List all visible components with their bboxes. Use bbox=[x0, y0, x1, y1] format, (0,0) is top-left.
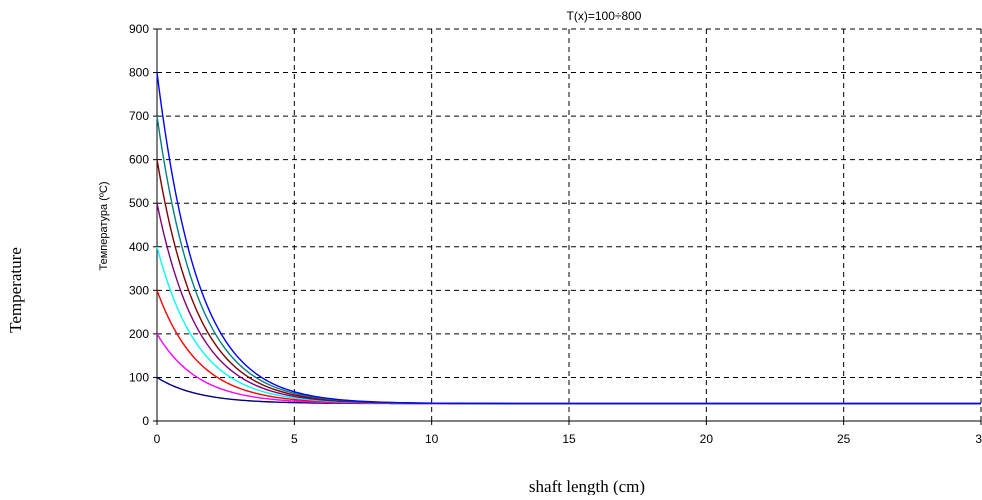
y-tick-label: 800 bbox=[129, 66, 149, 80]
y-tick-label: 100 bbox=[129, 370, 149, 384]
y-tick-label: 600 bbox=[129, 153, 149, 167]
series-line bbox=[156, 72, 981, 405]
y-tick-label: 900 bbox=[129, 22, 149, 36]
axes bbox=[153, 28, 982, 425]
chart-title: T(x)=100÷800 bbox=[567, 9, 642, 23]
y-tick-label: 0 bbox=[142, 414, 149, 428]
y-tick-label: 500 bbox=[129, 196, 149, 210]
y-tick-label: 700 bbox=[129, 109, 149, 123]
x-tick-label: 25 bbox=[837, 432, 851, 446]
outer-y-axis-label: Temperature bbox=[6, 247, 25, 333]
x-tick-label: 10 bbox=[425, 432, 439, 446]
series-group bbox=[156, 72, 981, 405]
y-tick-label: 200 bbox=[129, 327, 149, 341]
inner-y-axis-label: Температура (ºC) bbox=[98, 182, 110, 271]
x-tick-label: 0 bbox=[154, 432, 161, 446]
tick-labels: 0 100 200 300 400 500 600 700 800 900 0 5 10 15 20 25 3 bbox=[129, 22, 982, 446]
x-axis-label: shaft length (cm) bbox=[529, 477, 645, 495]
x-tick-label: 15 bbox=[562, 432, 576, 446]
x-tick-label: 3 bbox=[975, 432, 982, 446]
y-tick-label: 400 bbox=[129, 240, 149, 254]
y-tick-label: 300 bbox=[129, 283, 149, 297]
x-tick-label: 20 bbox=[700, 432, 714, 446]
grid bbox=[157, 28, 982, 421]
x-tick-label: 5 bbox=[291, 432, 298, 446]
